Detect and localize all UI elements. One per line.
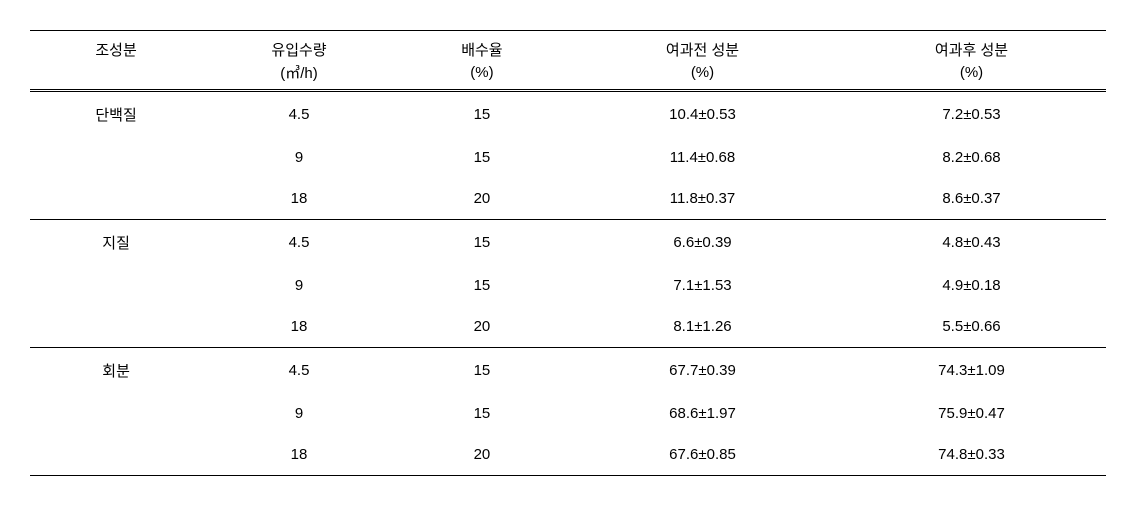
data-table-container: 조성분 유입수량 배수율 여과전 성분 여과후 성분 (㎥/h) (%) (%)… (30, 30, 1106, 476)
cell-after: 74.3±1.09 (837, 348, 1106, 394)
header-drain-unit: (%) (396, 62, 568, 91)
table-row: 18 20 11.8±0.37 8.6±0.37 (30, 178, 1106, 220)
cell-inflow: 4.5 (202, 91, 396, 138)
header-row-2: (㎥/h) (%) (%) (%) (30, 62, 1106, 91)
cell-inflow: 18 (202, 178, 396, 220)
cell-inflow: 9 (202, 137, 396, 178)
cell-component (30, 178, 202, 220)
cell-after: 4.9±0.18 (837, 265, 1106, 306)
table-row: 지질 4.5 15 6.6±0.39 4.8±0.43 (30, 220, 1106, 266)
table-row: 18 20 67.6±0.85 74.8±0.33 (30, 434, 1106, 476)
cell-before: 6.6±0.39 (568, 220, 837, 266)
cell-before: 11.4±0.68 (568, 137, 837, 178)
cell-after: 75.9±0.47 (837, 393, 1106, 434)
cell-after: 4.8±0.43 (837, 220, 1106, 266)
cell-drain: 15 (396, 220, 568, 266)
cell-component (30, 265, 202, 306)
cell-inflow: 4.5 (202, 220, 396, 266)
table-row: 단백질 4.5 15 10.4±0.53 7.2±0.53 (30, 91, 1106, 138)
cell-component: 회분 (30, 348, 202, 394)
header-after-unit: (%) (837, 62, 1106, 91)
table-row: 9 15 68.6±1.97 75.9±0.47 (30, 393, 1106, 434)
cell-inflow: 18 (202, 306, 396, 348)
cell-drain: 20 (396, 434, 568, 476)
cell-inflow: 18 (202, 434, 396, 476)
cell-inflow: 9 (202, 393, 396, 434)
cell-drain: 20 (396, 306, 568, 348)
header-drain: 배수율 (396, 31, 568, 63)
cell-component (30, 137, 202, 178)
cell-drain: 15 (396, 348, 568, 394)
header-component: 조성분 (30, 31, 202, 63)
cell-component (30, 434, 202, 476)
header-component-unit (30, 62, 202, 91)
cell-after: 74.8±0.33 (837, 434, 1106, 476)
cell-drain: 15 (396, 91, 568, 138)
cell-component: 단백질 (30, 91, 202, 138)
cell-before: 67.6±0.85 (568, 434, 837, 476)
cell-drain: 15 (396, 393, 568, 434)
cell-drain: 20 (396, 178, 568, 220)
cell-before: 7.1±1.53 (568, 265, 837, 306)
cell-before: 68.6±1.97 (568, 393, 837, 434)
table-row: 회분 4.5 15 67.7±0.39 74.3±1.09 (30, 348, 1106, 394)
table-row: 9 15 11.4±0.68 8.2±0.68 (30, 137, 1106, 178)
header-before: 여과전 성분 (568, 31, 837, 63)
header-row-1: 조성분 유입수량 배수율 여과전 성분 여과후 성분 (30, 31, 1106, 63)
cell-before: 10.4±0.53 (568, 91, 837, 138)
header-inflow-unit: (㎥/h) (202, 62, 396, 91)
header-after: 여과후 성분 (837, 31, 1106, 63)
header-inflow: 유입수량 (202, 31, 396, 63)
cell-after: 7.2±0.53 (837, 91, 1106, 138)
cell-component (30, 306, 202, 348)
table-row: 18 20 8.1±1.26 5.5±0.66 (30, 306, 1106, 348)
cell-after: 8.2±0.68 (837, 137, 1106, 178)
cell-before: 8.1±1.26 (568, 306, 837, 348)
cell-inflow: 9 (202, 265, 396, 306)
composition-table: 조성분 유입수량 배수율 여과전 성분 여과후 성분 (㎥/h) (%) (%)… (30, 30, 1106, 476)
table-row: 9 15 7.1±1.53 4.9±0.18 (30, 265, 1106, 306)
cell-drain: 15 (396, 265, 568, 306)
cell-component: 지질 (30, 220, 202, 266)
cell-component (30, 393, 202, 434)
cell-before: 11.8±0.37 (568, 178, 837, 220)
cell-after: 8.6±0.37 (837, 178, 1106, 220)
header-before-unit: (%) (568, 62, 837, 91)
cell-inflow: 4.5 (202, 348, 396, 394)
cell-before: 67.7±0.39 (568, 348, 837, 394)
cell-drain: 15 (396, 137, 568, 178)
cell-after: 5.5±0.66 (837, 306, 1106, 348)
